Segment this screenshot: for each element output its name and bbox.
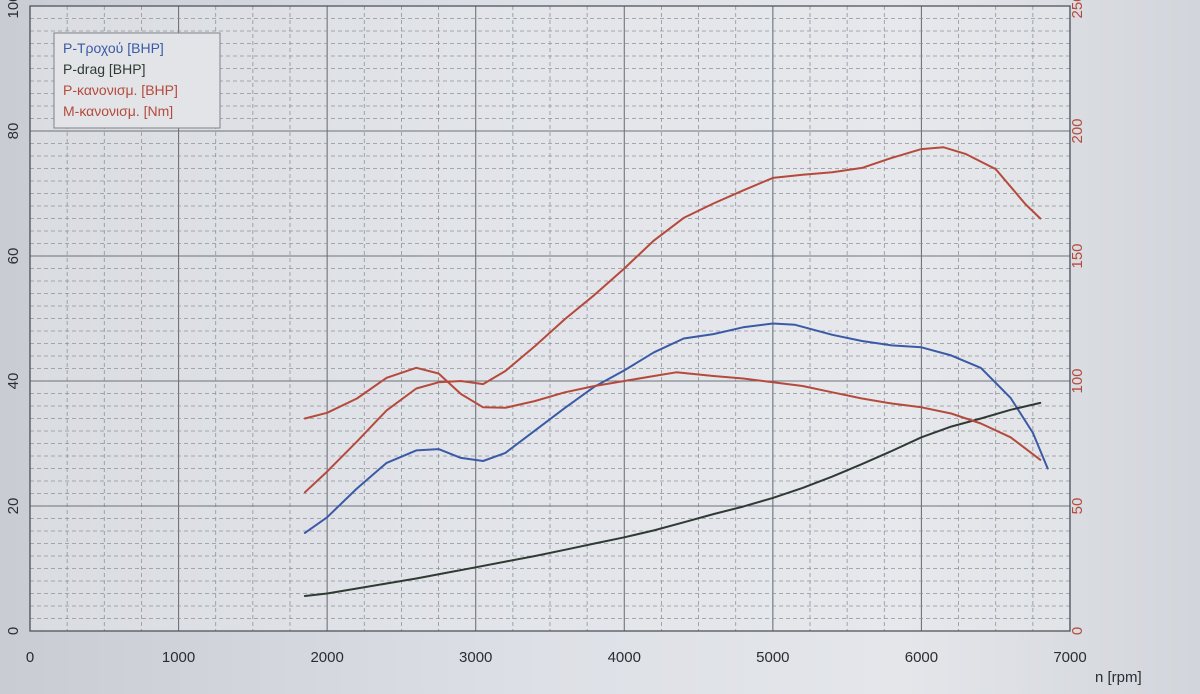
y-right-tick-label: 100: [1069, 368, 1086, 393]
plot-frame: [29, 5, 1071, 632]
y-right-tick-label: 200: [1069, 118, 1086, 143]
y-left-tick-label: 100: [5, 0, 22, 19]
legend-entry: P-κανονισμ. [BHP]: [63, 82, 178, 98]
x-tick-label: 1000: [162, 649, 195, 666]
legend-entry: M-κανονισμ. [Nm]: [63, 103, 173, 119]
series-lines: [303, 146, 1049, 597]
y-left-tick-label: 20: [5, 498, 22, 515]
x-axis-label: n [rpm]: [1095, 669, 1142, 686]
series-line-2: [303, 401, 1042, 597]
x-tick-label: 4000: [608, 649, 641, 666]
x-tick-label: 7000: [1053, 649, 1086, 666]
y-left-tick-label: 60: [5, 248, 22, 265]
legend-entry: P-drag [BHP]: [63, 61, 145, 77]
x-tick-label: 5000: [756, 649, 789, 666]
x-tick-label: 6000: [905, 649, 938, 666]
legend-entry: P-Τροχού [BHP]: [63, 40, 164, 56]
y-left-tick-label: 0: [5, 627, 22, 635]
y-right-tick-label: 250: [1069, 0, 1086, 19]
series-line-1: [303, 322, 1049, 534]
y-right-tick-label: 50: [1069, 498, 1086, 515]
y-left-tick-label: 80: [5, 123, 22, 140]
x-tick-label: 3000: [459, 649, 492, 666]
tick-labels: 0 1000 2000 3000 4000 5000 6000 700002040608010…: [5, 0, 1142, 686]
x-tick-label: 2000: [310, 649, 343, 666]
legend-box: [53, 32, 221, 129]
x-tick-label: 0: [26, 649, 34, 666]
y-right-tick-label: 150: [1069, 243, 1086, 268]
legend: P-Τροχού [BHP] P-drag [BHP] P-κανονισμ. [B…: [53, 32, 221, 129]
series-line-3: [303, 146, 1042, 494]
y-right-tick-label: 0: [1069, 627, 1086, 635]
series-line-4: [303, 366, 1042, 461]
y-left-tick-label: 40: [5, 373, 22, 390]
